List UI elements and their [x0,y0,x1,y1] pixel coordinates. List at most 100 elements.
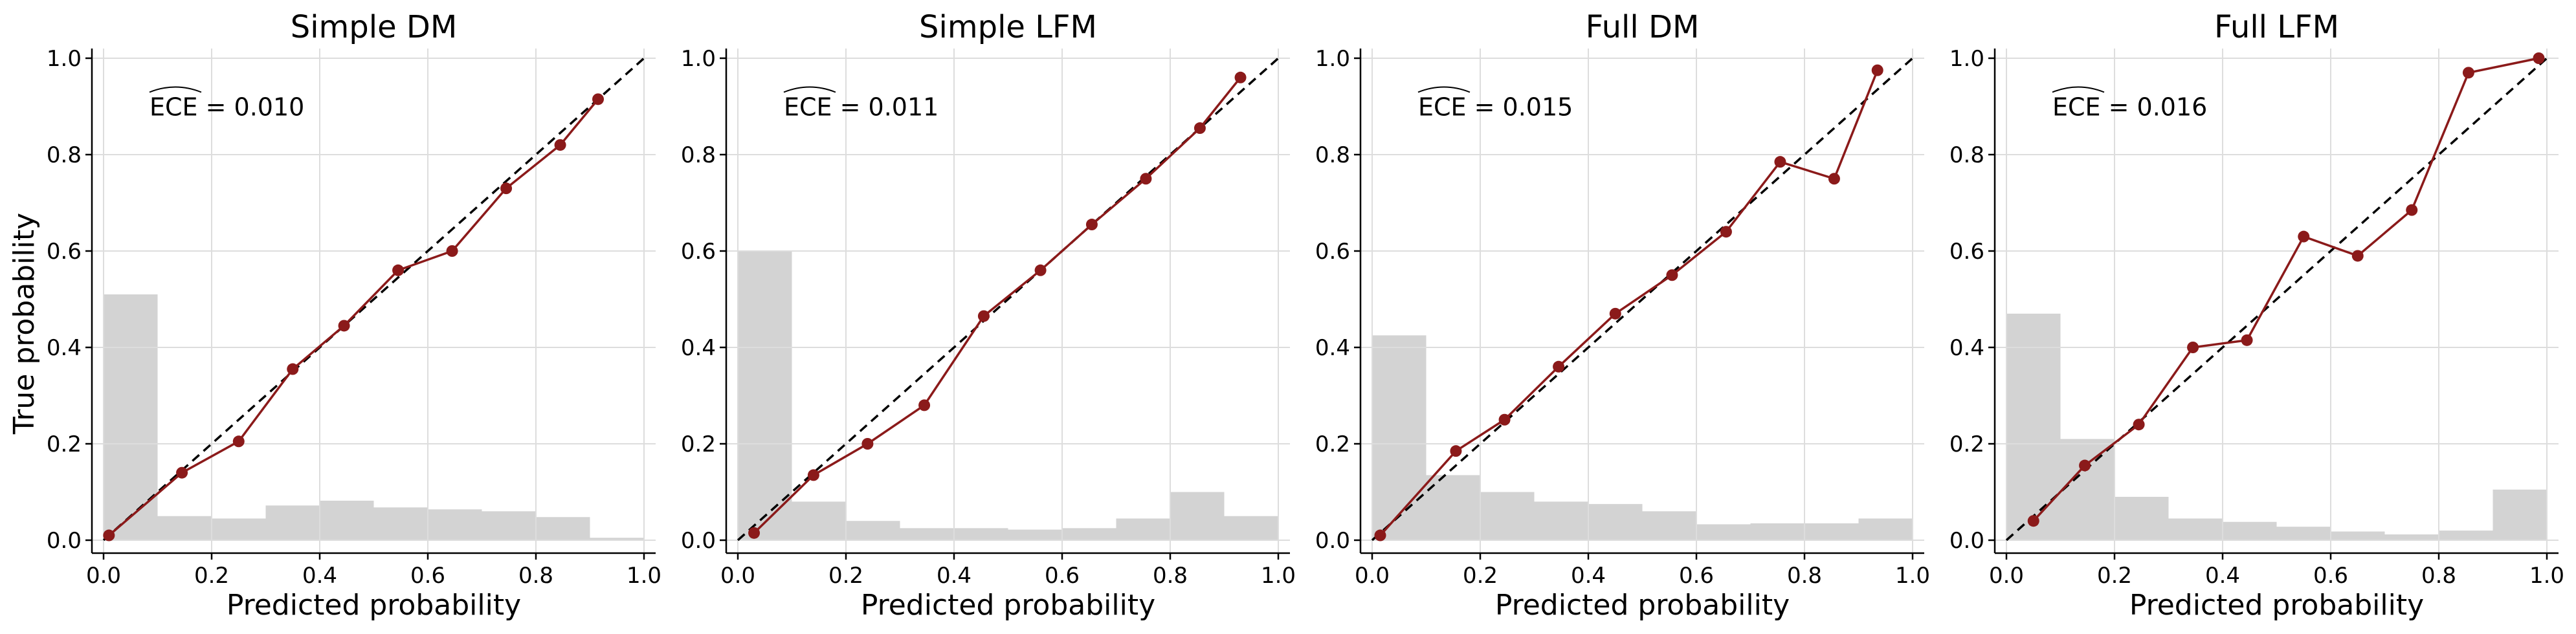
calibration-point [807,469,819,481]
ece-annotation: ECE = 0.010 [150,93,304,122]
y-tick-label: 0.6 [1949,239,1984,265]
calibration-point [2533,52,2545,64]
calibration-point [1374,529,1386,541]
ece-annotation: ECE = 0.011 [784,93,938,122]
histogram-bar [590,538,644,540]
x-tick-label: 0.2 [194,563,229,589]
y-tick-label: 0.0 [1949,528,1984,554]
calibration-point [1498,413,1511,426]
calibration-point [977,310,990,322]
x-tick-label: 0.6 [2313,563,2348,589]
histogram-bar [320,500,374,540]
panel-title: Simple DM [291,9,458,45]
x-axis-label: Predicted probability [861,589,1155,622]
calibration-point [748,527,761,539]
y-tick-label: 0.8 [681,142,716,168]
histogram-bar [536,517,590,540]
calibration-point [392,264,405,276]
histogram-bar [1170,492,1225,540]
histogram-bar [2060,439,2115,540]
x-axis-label: Predicted probability [2129,589,2424,622]
y-tick-label: 0.4 [681,335,716,361]
calibration-point [176,466,188,479]
histogram-bar [1480,492,1535,540]
calibration-point [2187,342,2199,353]
y-tick-label: 0.8 [1315,142,1350,168]
x-tick-label: 0.6 [1679,563,1714,589]
calibration-curve [108,98,599,536]
calibration-point [1553,360,1565,373]
perfect-calibration-line [102,57,645,541]
calibration-point [918,399,931,411]
histogram-bar [1426,475,1480,540]
y-tick-label: 1.0 [47,46,82,72]
histogram-bar [428,509,482,540]
histogram-bar [2439,530,2493,540]
calibration-point [2079,459,2091,472]
calibration-point [287,363,299,375]
calibration-point [2462,67,2474,79]
calibration-point [2298,230,2310,243]
calibration-panel: 0.0 0.2 0.4 0.6 0.8 1.0 0.0 0.2 0.4 0.6 0.8 1.0 Simp… [681,9,1296,622]
x-tick-label: 1.0 [2529,563,2564,589]
calibration-point [1609,307,1621,320]
x-tick-label: 0.2 [1463,563,1498,589]
calibration-point [446,245,458,257]
calibration-point [1666,269,1678,281]
x-tick-label: 0.6 [1045,563,1080,589]
ece-hat-mark [2052,86,2105,93]
x-tick-label: 0.8 [1787,563,1822,589]
y-tick-label: 0.6 [681,239,716,265]
histogram-bar [2276,527,2331,540]
y-tick-label: 0.8 [47,142,82,168]
ece-hat-mark [783,86,836,93]
histogram-bar [1534,501,1588,540]
y-tick-label: 0.6 [1315,239,1350,265]
y-tick-label: 0.8 [1949,142,1984,168]
y-tick-label: 0.0 [47,528,82,554]
x-tick-label: 0.8 [1153,563,1188,589]
calibration-point [1194,122,1206,135]
calibration-point [2241,334,2253,346]
y-tick-label: 0.2 [47,432,82,457]
y-tick-label: 1.0 [681,46,716,72]
histogram-bar [1642,511,1696,540]
histogram-bar [1062,528,1116,540]
histogram-bar [104,294,158,540]
x-tick-label: 0.0 [1355,563,1390,589]
x-tick-label: 0.8 [2421,563,2456,589]
histogram-bar [792,501,846,540]
histogram-bar [482,511,536,540]
calibration-point [2351,250,2364,262]
histogram-bar [2168,518,2223,540]
calibration-point [592,93,605,105]
x-tick-label: 0.4 [302,563,337,589]
calibration-point [861,438,874,450]
histogram-bar [157,516,212,540]
calibration-point [2133,419,2145,431]
histogram-bar [1858,518,1913,540]
ece-annotation: ECE = 0.016 [2052,93,2207,122]
histogram-bar [738,251,792,540]
calibration-point [1034,264,1047,276]
calibration-point [2406,204,2418,216]
y-tick-label: 0.2 [681,432,716,457]
histogram-bar [373,507,428,540]
histogram-bar [1372,335,1427,540]
histogram-bar [2223,521,2277,540]
histogram-bar [1750,523,1804,540]
ece-hat-mark [149,86,202,93]
histogram-bar [212,518,266,540]
histogram-bar [1588,504,1643,540]
x-tick-label: 0.4 [937,563,972,589]
x-axis-label: Predicted probability [227,589,521,622]
y-tick-label: 0.2 [1315,432,1350,457]
calibration-point [1085,219,1098,231]
calibration-panel: 0.0 0.2 0.4 0.6 0.8 1.0 0.0 0.2 0.4 0.6 0.8 1.0 Full… [1315,9,1930,622]
x-tick-label: 0.4 [2205,563,2240,589]
histogram-bar [1696,524,1751,540]
x-tick-label: 1.0 [1261,563,1296,589]
y-tick-label: 0.0 [681,528,716,554]
calibration-point [1828,173,1840,185]
histogram-bar [846,521,900,540]
